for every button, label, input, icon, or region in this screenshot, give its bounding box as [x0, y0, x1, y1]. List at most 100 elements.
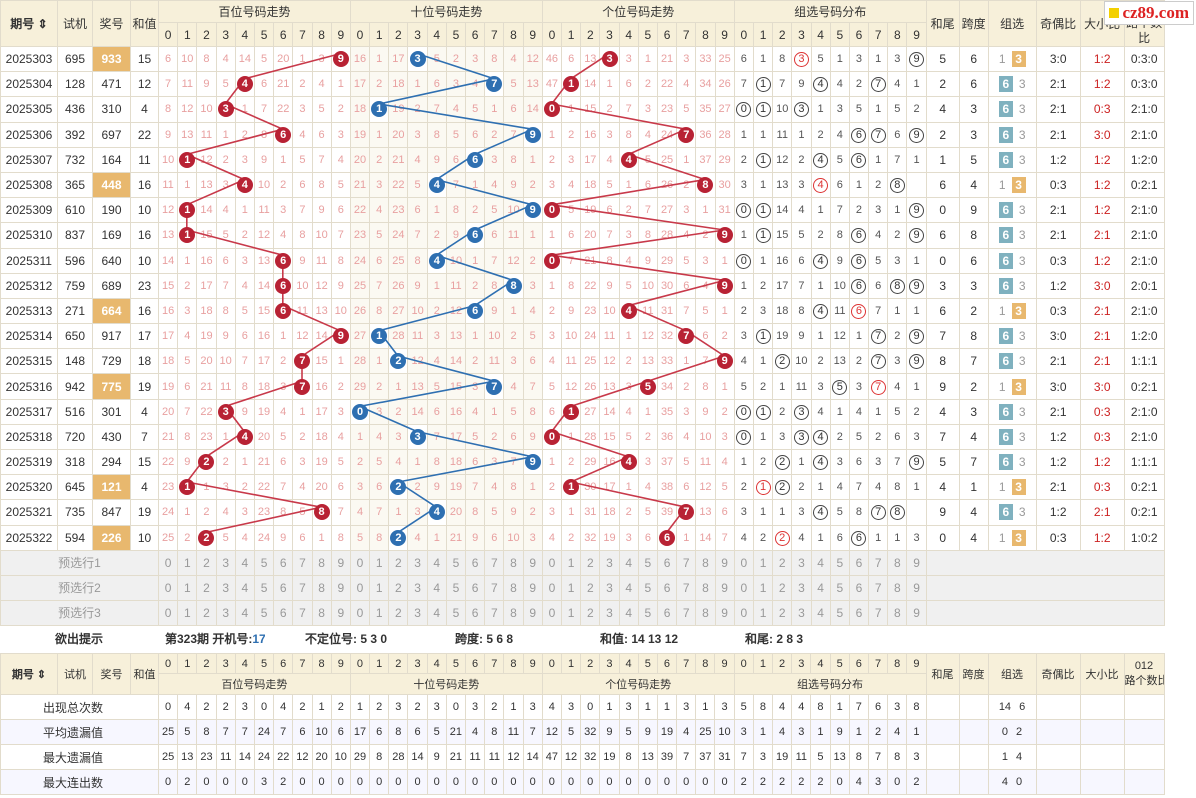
preselect-digit[interactable]: 6 — [656, 574, 678, 601]
preselect-digit[interactable]: 1 — [177, 599, 198, 626]
preselect-digit[interactable]: 7 — [868, 549, 889, 576]
preselect-digit[interactable]: 1 — [177, 574, 198, 601]
preselect-digit[interactable]: 6 — [848, 574, 870, 601]
preselect-digit[interactable]: 7 — [292, 549, 313, 576]
preselect-digit[interactable]: 0 — [157, 574, 179, 601]
preselect-digit[interactable]: 0 — [733, 574, 754, 601]
preselect-digit[interactable]: 8 — [695, 549, 716, 576]
preselect-digit[interactable]: 3 — [791, 599, 812, 626]
preselect-digit[interactable]: 8 — [503, 574, 524, 601]
preselect-digit[interactable]: 7 — [676, 574, 697, 601]
preselect-digit[interactable]: 4 — [426, 549, 447, 576]
preselect-digit[interactable]: 3 — [599, 574, 620, 601]
preselect-digit[interactable]: 5 — [253, 574, 275, 601]
preselect-digit[interactable]: 7 — [676, 549, 697, 576]
preselect-digit[interactable]: 9 — [330, 549, 351, 576]
preselect-digit[interactable]: 6 — [656, 599, 678, 626]
preselect-digit[interactable]: 1 — [561, 574, 582, 601]
preselect-digit[interactable]: 9 — [330, 574, 351, 601]
preselect-digit[interactable]: 2 — [772, 599, 793, 626]
preselect-digit[interactable]: 1 — [369, 549, 390, 576]
preselect-digit[interactable]: 9 — [522, 599, 543, 626]
preselect-digit[interactable]: 8 — [695, 574, 716, 601]
preselect-digit[interactable]: 9 — [906, 599, 927, 626]
preselect-digit[interactable]: 1 — [752, 599, 774, 626]
preselect-digit[interactable]: 4 — [618, 599, 639, 626]
preselect-digit[interactable]: 2 — [580, 599, 601, 626]
preselect-digit[interactable]: 4 — [426, 599, 447, 626]
preselect-digit[interactable]: 7 — [292, 574, 313, 601]
preselect-digit[interactable]: 4 — [234, 574, 255, 601]
preselect-digit[interactable]: 6 — [656, 549, 678, 576]
preselect-digit[interactable]: 8 — [311, 599, 332, 626]
preselect-digit[interactable]: 2 — [388, 549, 409, 576]
preselect-digit[interactable]: 6 — [273, 574, 294, 601]
preselect-digit[interactable]: 6 — [848, 599, 870, 626]
preselect-digit[interactable]: 8 — [503, 599, 524, 626]
preselect-digit[interactable]: 6 — [465, 599, 486, 626]
preselect-digit[interactable]: 9 — [330, 599, 351, 626]
preselect-digit[interactable]: 5 — [637, 549, 658, 576]
preselect-digit[interactable]: 4 — [618, 549, 639, 576]
preselect-digit[interactable]: 4 — [618, 574, 639, 601]
preselect-digit[interactable]: 0 — [349, 549, 371, 576]
preselect-digit[interactable]: 5 — [253, 599, 275, 626]
preselect-digit[interactable]: 0 — [157, 549, 179, 576]
preselect-digit[interactable]: 4 — [234, 549, 255, 576]
preselect-digit[interactable]: 8 — [311, 574, 332, 601]
preselect-digit[interactable]: 0 — [157, 599, 179, 626]
preselect-digit[interactable]: 3 — [215, 599, 236, 626]
preselect-digit[interactable]: 3 — [599, 599, 620, 626]
preselect-digit[interactable]: 7 — [292, 599, 313, 626]
preselect-digit[interactable]: 7 — [484, 599, 505, 626]
preselect-digit[interactable]: 3 — [407, 549, 428, 576]
preselect-digit[interactable]: 1 — [369, 574, 390, 601]
preselect-digit[interactable]: 1 — [369, 599, 390, 626]
preselect-digit[interactable]: 4 — [810, 599, 831, 626]
preselect-digit[interactable]: 0 — [349, 599, 371, 626]
preselect-digit[interactable]: 8 — [695, 599, 716, 626]
preselect-digit[interactable]: 5 — [445, 599, 467, 626]
preselect-digit[interactable]: 5 — [637, 599, 658, 626]
preselect-digit[interactable]: 5 — [829, 574, 850, 601]
preselect-digit[interactable]: 7 — [868, 574, 889, 601]
preselect-digit[interactable]: 3 — [215, 574, 236, 601]
preselect-digit[interactable]: 5 — [253, 549, 275, 576]
preselect-digit[interactable]: 3 — [791, 549, 812, 576]
preselect-digit[interactable]: 9 — [714, 599, 735, 626]
period-header[interactable]: 期号 ⇕ — [0, 653, 58, 695]
preselect-digit[interactable]: 6 — [848, 549, 870, 576]
preselect-digit[interactable]: 7 — [484, 574, 505, 601]
preselect-digit[interactable]: 2 — [772, 574, 793, 601]
preselect-digit[interactable]: 2 — [196, 549, 217, 576]
preselect-digit[interactable]: 9 — [906, 574, 927, 601]
preselect-digit[interactable]: 6 — [273, 549, 294, 576]
preselect-digit[interactable]: 0 — [541, 574, 563, 601]
preselect-digit[interactable]: 8 — [887, 574, 908, 601]
preselect-digit[interactable]: 0 — [541, 549, 563, 576]
preselect-digit[interactable]: 9 — [522, 549, 543, 576]
preselect-digit[interactable]: 2 — [772, 549, 793, 576]
preselect-digit[interactable]: 2 — [196, 574, 217, 601]
preselect-digit[interactable]: 5 — [445, 549, 467, 576]
preselect-digit[interactable]: 1 — [752, 574, 774, 601]
preselect-digit[interactable]: 4 — [426, 574, 447, 601]
preselect-digit[interactable]: 5 — [637, 574, 658, 601]
preselect-digit[interactable]: 0 — [733, 549, 754, 576]
preselect-digit[interactable]: 9 — [714, 549, 735, 576]
preselect-digit[interactable]: 7 — [484, 549, 505, 576]
preselect-digit[interactable]: 2 — [580, 574, 601, 601]
preselect-digit[interactable]: 7 — [868, 599, 889, 626]
preselect-digit[interactable]: 9 — [906, 549, 927, 576]
preselect-digit[interactable]: 4 — [234, 599, 255, 626]
preselect-digit[interactable]: 5 — [829, 549, 850, 576]
preselect-digit[interactable]: 8 — [503, 549, 524, 576]
preselect-digit[interactable]: 0 — [541, 599, 563, 626]
preselect-digit[interactable]: 9 — [714, 574, 735, 601]
preselect-digit[interactable]: 3 — [407, 574, 428, 601]
preselect-digit[interactable]: 3 — [791, 574, 812, 601]
preselect-digit[interactable]: 3 — [215, 549, 236, 576]
preselect-digit[interactable]: 2 — [580, 549, 601, 576]
preselect-digit[interactable]: 6 — [465, 574, 486, 601]
preselect-digit[interactable]: 5 — [445, 574, 467, 601]
